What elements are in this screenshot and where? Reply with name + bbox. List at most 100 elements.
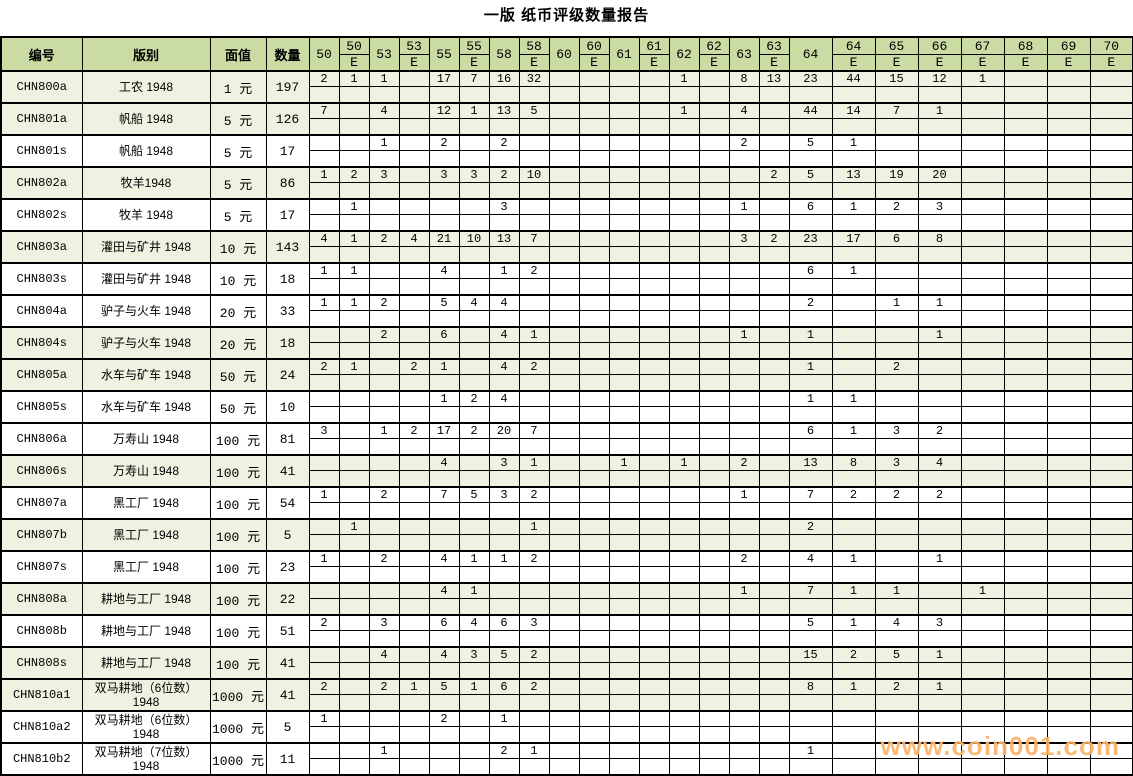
grade-cell-lower [640,663,668,678]
grade-value [490,521,518,535]
denomination-cell: 100 元 [209,646,267,680]
name-cell: 驴子与火车 1948 [81,326,211,360]
grade-cell-lower [550,407,578,422]
grade-cell-lower [310,407,338,422]
grade-cell-60E [578,358,610,392]
col-header-58E: 58 E [518,36,550,72]
grade-cell-lower [962,279,1003,294]
grade-cell-63E [758,134,790,168]
grade-cell-58E: 3 [518,614,550,648]
grade-value [310,329,338,343]
grade-cell-lower [919,759,960,774]
grade-cell-53: 1 [368,134,400,168]
grade-value: 1 [340,265,368,279]
grade-cell-lower [640,183,668,198]
grade-value [640,553,668,567]
grade-cell-50 [308,134,340,168]
grade-cell-lower [430,183,458,198]
grade-cell-70E [1089,550,1133,584]
grade-cell-lower [310,759,338,774]
grade-cell-lower [490,759,518,774]
grade-cell-61E [638,198,670,232]
grade-cell-lower [610,727,638,742]
grade-cell-lower [370,503,398,518]
grade-cell-61 [608,358,640,392]
grade-value [670,329,698,343]
denomination-cell: 1000 元 [209,742,267,776]
grade-cell-69E [1046,358,1091,392]
grade-cell-lower [340,631,368,646]
grade-cell-lower [962,503,1003,518]
grade-cell-65E: 2 [874,198,919,232]
grade-cell-lower [1005,215,1046,230]
col-header-63E: 63 E [758,36,790,72]
grade-value [1005,73,1046,87]
grade-cell-lower [430,215,458,230]
grade-cell-62E [698,742,730,776]
grade-cell-50: 1 [308,166,340,200]
grade-cell-63 [728,262,760,296]
grade-cell-lower [1005,567,1046,582]
grade-value [876,521,917,535]
grade-value [760,265,788,279]
grade-value [610,585,638,599]
grade-value [550,297,578,311]
grade-cell-lower [370,375,398,390]
grade-value: 1 [370,745,398,759]
grade-cell-lower [1091,535,1132,550]
grade-value [760,649,788,663]
grade-value [520,201,548,215]
grade-cell-61E [638,518,670,552]
grade-label: 62 [700,39,728,55]
col-header-61E: 61 E [638,36,670,72]
grade-value: 1 [790,393,831,407]
grade-cell-55E [458,454,490,488]
grade-cell-lower [520,87,548,102]
grade-cell-lower [520,759,548,774]
grade-value: 1 [919,297,960,311]
grade-cell-67E [960,710,1005,744]
grade-value [730,425,758,439]
grade-cell-lower [400,183,428,198]
grade-value: 8 [790,681,831,695]
grade-cell-lower [580,343,608,358]
grade-cell-lower [919,631,960,646]
grade-value [400,521,428,535]
grade-cell-64: 7 [788,486,833,520]
grade-cell-lower [730,727,758,742]
grade-value [833,713,874,727]
quantity-cell: 18 [265,262,310,296]
grade-cell-lower [520,567,548,582]
grade-value [919,265,960,279]
grade-value [640,713,668,727]
grade-cell-69E [1046,646,1091,680]
grade-value: 1 [670,457,698,471]
grade-value: 4 [370,105,398,119]
grade-cell-lower [580,503,608,518]
denomination-cell: 50 元 [209,358,267,392]
grade-cell-55E [458,358,490,392]
grade-value: 1 [490,713,518,727]
name-line: 水车与矿车 1948 [100,368,192,382]
grade-cell-lower [340,567,368,582]
grade-cell-lower [700,279,728,294]
grade-cell-lower [550,759,578,774]
grade-value [833,361,874,375]
grade-value [640,745,668,759]
grade-value [1048,169,1089,183]
grade-cell-68E [1003,358,1048,392]
table-row: CHN810a1 双马耕地（6位数） 1948 1000 元 41 2 2 1 5 1 6 2 8 1 2 1 [0,678,1133,712]
grade-value: 3 [490,201,518,215]
grade-value [700,393,728,407]
grade-cell-55E: 1 [458,102,490,136]
grade-value: 5 [520,105,548,119]
grade-cell-55: 12 [428,102,460,136]
grade-cell-lower [919,599,960,614]
grade-cell-lower [730,183,758,198]
grade-cell-55: 4 [428,646,460,680]
grade-value: 2 [310,617,338,631]
grade-cell-lower [1091,183,1132,198]
grade-cell-lower [760,471,788,486]
grade-cell-61E [638,422,670,456]
grade-cell-67E [960,390,1005,424]
